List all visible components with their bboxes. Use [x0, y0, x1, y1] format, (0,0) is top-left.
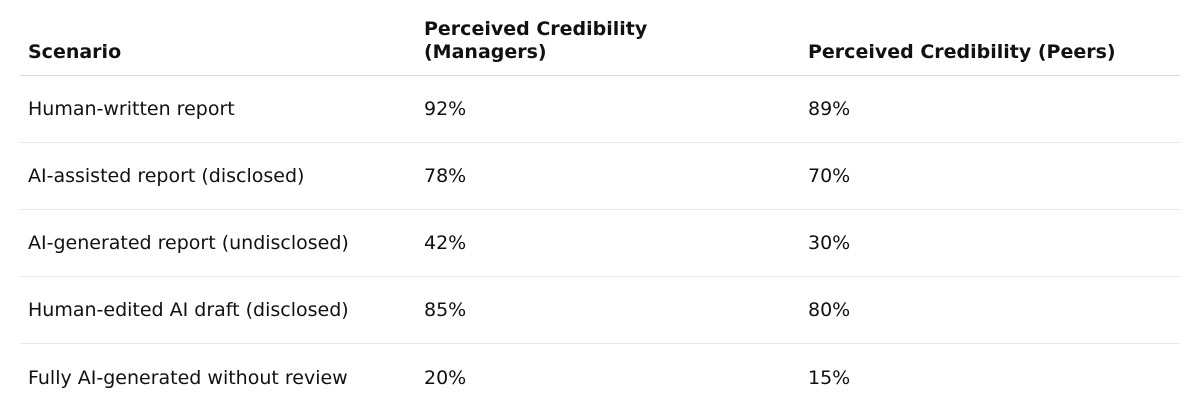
cell-scenario: Human-written report	[28, 98, 235, 120]
table-row: Fully AI-generated without review 20% 15…	[20, 344, 1180, 411]
table-row: AI-generated report (undisclosed) 42% 30…	[20, 210, 1180, 277]
cell-peers: 30%	[808, 232, 851, 254]
header-scenario: Scenario	[28, 41, 122, 63]
cell-scenario: AI-generated report (undisclosed)	[28, 232, 349, 254]
cell-managers: 42%	[424, 232, 467, 254]
header-credibility-peers: Perceived Credibility (Peers)	[808, 41, 1116, 63]
cell-peers: 89%	[808, 98, 851, 120]
table-row: Human-edited AI draft (disclosed) 85% 80…	[20, 277, 1180, 344]
header-credibility-managers: Perceived Credibility (Managers)	[424, 18, 648, 63]
cell-scenario: AI-assisted report (disclosed)	[28, 165, 305, 187]
cell-peers: 70%	[808, 165, 851, 187]
cell-managers: 20%	[424, 366, 467, 389]
table-header-row: Scenario Perceived Credibility (Managers…	[20, 0, 1180, 76]
cell-managers: 92%	[424, 98, 467, 120]
table-row: AI-assisted report (disclosed) 78% 70%	[20, 143, 1180, 210]
credibility-table: Scenario Perceived Credibility (Managers…	[20, 0, 1180, 411]
cell-managers: 78%	[424, 165, 467, 187]
cell-peers: 15%	[808, 366, 851, 389]
cell-scenario: Fully AI-generated without review	[28, 366, 348, 389]
table-row: Human-written report 92% 89%	[20, 76, 1180, 143]
cell-scenario: Human-edited AI draft (disclosed)	[28, 299, 349, 321]
cell-managers: 85%	[424, 299, 467, 321]
cell-peers: 80%	[808, 299, 851, 321]
